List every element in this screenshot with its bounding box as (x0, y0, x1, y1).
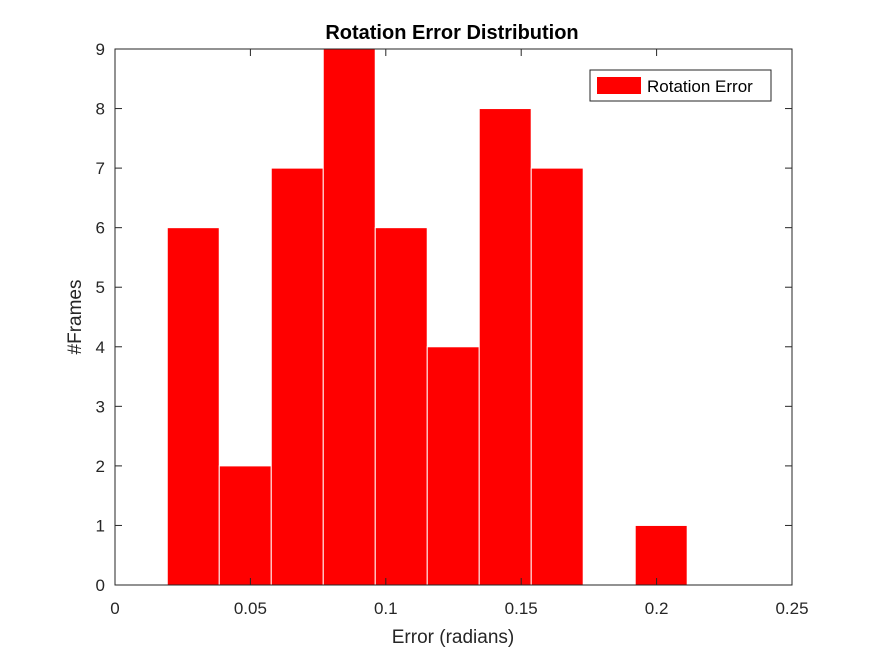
histogram-bar (270, 167, 324, 586)
x-axis-label: Error (radians) (392, 627, 514, 648)
histogram-bar (374, 227, 428, 586)
y-tick-label: 6 (96, 219, 105, 238)
legend-entry-label: Rotation Error (647, 77, 753, 96)
histogram-bar (426, 346, 480, 586)
legend: Rotation Error (589, 69, 772, 102)
y-tick-label: 4 (96, 338, 105, 357)
histogram-bar (322, 48, 376, 586)
x-tick-label: 0.15 (505, 599, 538, 618)
histogram-bar (634, 524, 688, 586)
bars-layer (166, 48, 688, 586)
y-tick-label: 7 (96, 159, 105, 178)
legend-swatch (597, 77, 641, 94)
x-tick-label: 0 (110, 599, 119, 618)
x-tick-label: 0.25 (775, 599, 808, 618)
histogram-bar (166, 227, 220, 586)
y-tick-label: 5 (96, 278, 105, 297)
y-tick-label: 3 (96, 397, 105, 416)
histogram-bar (530, 167, 584, 586)
axes-frame (114, 48, 793, 586)
x-tick-label: 0.05 (234, 599, 267, 618)
chart-title: Rotation Error Distribution (325, 22, 578, 44)
y-tick-label: 8 (96, 100, 105, 119)
y-tick-label: 1 (96, 516, 105, 535)
y-tick-label: 9 (96, 40, 105, 59)
y-axis-label: #Frames (65, 280, 86, 355)
histogram-bar (218, 465, 272, 586)
axes-layer (114, 48, 793, 586)
x-tick-label: 0.1 (374, 599, 398, 618)
x-tick-label: 0.2 (645, 599, 669, 618)
histogram-bar (478, 108, 532, 586)
y-tick-label: 0 (96, 576, 105, 595)
ticks-layer: 0 0.05 0.1 0.15 0.2 0.25 0 1 2 3 4 5 6 7 8 9 (96, 40, 809, 618)
y-tick-label: 2 (96, 457, 105, 476)
